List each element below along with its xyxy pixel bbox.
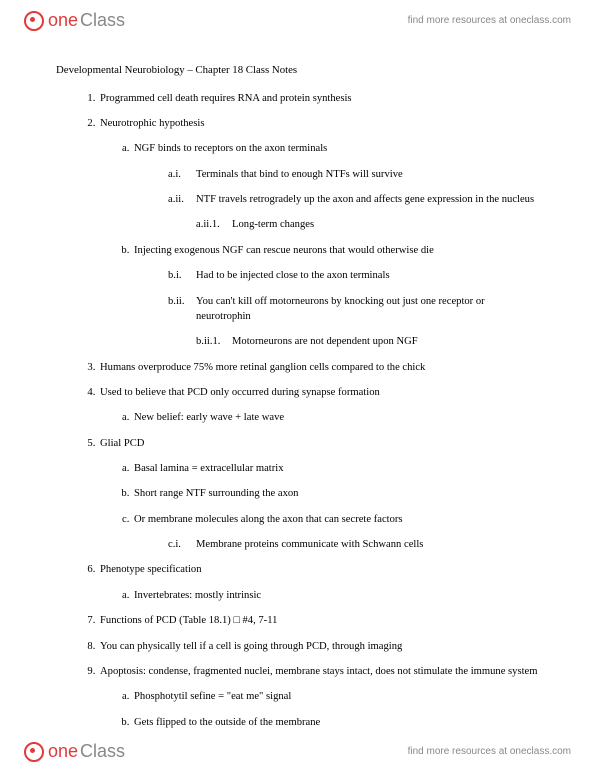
list-item: Apoptosis: condense, fragmented nuclei, … [98,664,539,730]
list-item: a.ii.1.Long-term changes [196,217,539,232]
list-item: Functions of PCD (Table 18.1) □ #4, 7-11 [98,613,539,628]
list-item: Neurotrophic hypothesis NGF binds to rec… [98,116,539,350]
item-text: Humans overproduce 75% more retinal gang… [100,362,425,373]
list-item: a.ii.NTF travels retrogradely up the axo… [168,192,539,207]
list-item: Gets flipped to the outside of the membr… [132,715,539,730]
list-item: c.i.Membrane proteins communicate with S… [168,537,539,552]
list-item: Or membrane molecules along the axon tha… [132,512,539,553]
item-text: Invertebrates: mostly intrinsic [134,590,261,601]
list-item: New belief: early wave + late wave [132,410,539,425]
brand-logo[interactable]: oneClass [24,10,125,31]
item-text: NGF binds to receptors on the axon termi… [134,143,327,154]
item-text: Injecting exogenous NGF can rescue neuro… [134,245,434,256]
item-text: #4, 7-11 [240,615,278,626]
item-text: Glial PCD [100,438,144,449]
list-item: b.ii.You can't kill off motorneurons by … [168,294,539,325]
item-text: Terminals that bind to enough NTFs will … [196,167,403,182]
item-label: c.i. [168,537,196,552]
list-item: Phenotype specification Invertebrates: m… [98,562,539,603]
item-text: Membrane proteins communicate with Schwa… [196,537,423,552]
brand-word-one: one [48,741,78,762]
brand-word-class: Class [80,741,125,762]
list-item: Basal lamina = extracellular matrix [132,461,539,476]
list-item: Used to believe that PCD only occurred d… [98,385,539,426]
list-item: b.ii.1.Motorneurons are not dependent up… [196,334,539,349]
brand-word-class: Class [80,10,125,31]
list-item: b.i.Had to be injected close to the axon… [168,268,539,283]
page-header: oneClass find more resources at oneclass… [0,0,595,37]
item-text: Had to be injected close to the axon ter… [196,268,390,283]
document-title: Developmental Neurobiology – Chapter 18 … [56,63,539,79]
brand-word-one: one [48,10,78,31]
item-text: You can physically tell if a cell is goi… [100,641,402,652]
item-label: a.ii.1. [196,217,232,232]
footer-resources-link[interactable]: find more resources at oneclass.com [408,746,571,757]
item-text: Phosphotytil sefine = "eat me" signal [134,691,291,702]
item-label: b.ii. [168,294,196,325]
brand-logo-icon [24,11,44,31]
item-label: b.i. [168,268,196,283]
item-text: Or membrane molecules along the axon tha… [134,514,403,525]
sublist: New belief: early wave + late wave [100,410,539,425]
item-text: Apoptosis: condense, fragmented nuclei, … [100,666,537,677]
sublist: a.i.Terminals that bind to enough NTFs w… [134,167,539,208]
item-text: Basal lamina = extracellular matrix [134,463,284,474]
sublist: b.ii.1.Motorneurons are not dependent up… [134,334,539,349]
brand-logo-icon [24,742,44,762]
header-resources-link[interactable]: find more resources at oneclass.com [408,15,571,26]
item-text: Short range NTF surrounding the axon [134,488,298,499]
item-text: Functions of PCD (Table 18.1) [100,615,233,626]
item-text: Neurotrophic hypothesis [100,118,204,129]
outline-root: Programmed cell death requires RNA and p… [56,91,539,730]
document-body: Developmental Neurobiology – Chapter 18 … [0,37,595,750]
item-text: Phenotype specification [100,564,202,575]
list-item: Invertebrates: mostly intrinsic [132,588,539,603]
item-label: a.ii. [168,192,196,207]
item-text: Long-term changes [232,217,314,232]
item-label: b.ii.1. [196,334,232,349]
item-label: a.i. [168,167,196,182]
list-item: Humans overproduce 75% more retinal gang… [98,360,539,375]
list-item: NGF binds to receptors on the axon termi… [132,141,539,232]
sublist: b.i.Had to be injected close to the axon… [134,268,539,324]
sublist: Invertebrates: mostly intrinsic [100,588,539,603]
brand-logo[interactable]: oneClass [24,741,125,762]
item-text: You can't kill off motorneurons by knock… [196,294,539,325]
list-item: Injecting exogenous NGF can rescue neuro… [132,243,539,350]
list-item: Programmed cell death requires RNA and p… [98,91,539,106]
list-item: Phosphotytil sefine = "eat me" signal [132,689,539,704]
list-item: Glial PCD Basal lamina = extracellular m… [98,436,539,553]
sublist: a.ii.1.Long-term changes [134,217,539,232]
sublist: Basal lamina = extracellular matrix Shor… [100,461,539,552]
item-text: New belief: early wave + late wave [134,412,284,423]
list-item: You can physically tell if a cell is goi… [98,639,539,654]
sublist: Phosphotytil sefine = "eat me" signal Ge… [100,689,539,730]
sublist: c.i.Membrane proteins communicate with S… [134,537,539,552]
list-item: a.i.Terminals that bind to enough NTFs w… [168,167,539,182]
item-text: Gets flipped to the outside of the membr… [134,717,320,728]
item-text: Motorneurons are not dependent upon NGF [232,334,418,349]
page-footer: oneClass find more resources at oneclass… [0,735,595,770]
item-text: Used to believe that PCD only occurred d… [100,387,380,398]
item-text: NTF travels retrogradely up the axon and… [196,192,534,207]
list-item: Short range NTF surrounding the axon [132,486,539,501]
item-text: Programmed cell death requires RNA and p… [100,93,352,104]
sublist: NGF binds to receptors on the axon termi… [100,141,539,349]
